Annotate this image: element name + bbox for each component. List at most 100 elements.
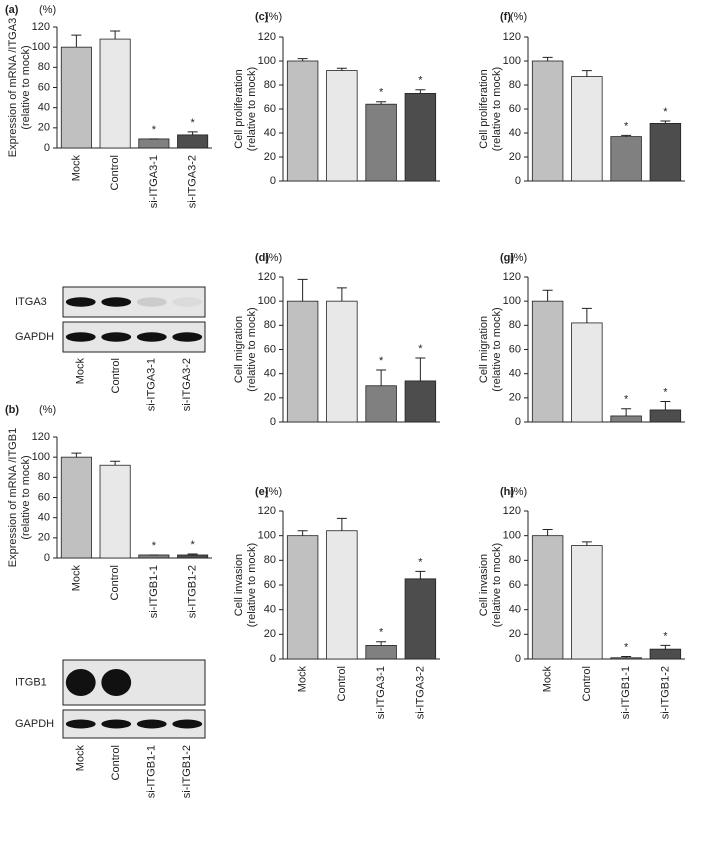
- error-bar: [187, 553, 198, 555]
- unit-label: (%): [39, 404, 56, 416]
- y-axis-label: Cell proliferation: [478, 69, 490, 148]
- error-bar: [581, 70, 592, 77]
- x-tick-label: si-ITGA3-1: [148, 155, 160, 208]
- y-axis-label: (relative to mock): [246, 67, 258, 151]
- significance: *: [624, 120, 629, 132]
- y-axis-label: (relative to mock): [491, 67, 503, 151]
- blot-band: [65, 669, 96, 696]
- blot-band: [65, 297, 96, 307]
- blot-lane-label: si-ITGA3-2: [181, 358, 193, 411]
- error-bar: [71, 34, 82, 48]
- significance: *: [379, 87, 384, 99]
- panel-label: (h): [500, 486, 514, 498]
- y-tick-label: 60: [264, 579, 276, 591]
- x-tick-label: Mock: [70, 155, 82, 182]
- bar: [177, 134, 209, 149]
- bar: [99, 38, 131, 149]
- y-tick-label: 60: [264, 343, 276, 355]
- error-bar: [297, 278, 308, 302]
- y-tick-label: 80: [38, 471, 50, 483]
- y-tick-label: 60: [38, 81, 50, 93]
- y-axis-label: Cell invasion: [478, 554, 490, 616]
- y-tick-label: 0: [44, 552, 50, 564]
- y-tick-label: 40: [38, 102, 50, 114]
- y-tick-label: 40: [264, 368, 276, 380]
- y-tick-label: 0: [270, 416, 276, 428]
- y-tick-label: 40: [264, 127, 276, 139]
- error-bar: [187, 131, 198, 135]
- bar: [610, 136, 642, 182]
- bar: [404, 578, 437, 660]
- y-tick-label: 100: [258, 55, 276, 67]
- significance: *: [624, 394, 629, 406]
- panel-label: (f): [500, 11, 511, 23]
- y-tick-label: 60: [264, 103, 276, 115]
- panel-label: (a): [5, 4, 19, 16]
- blot-band: [101, 669, 132, 696]
- bar: [649, 123, 682, 182]
- y-tick-label: 0: [270, 175, 276, 187]
- y-axis-label: Cell migration: [478, 316, 490, 383]
- y-tick-label: 100: [503, 530, 521, 542]
- error-bar: [336, 287, 347, 302]
- y-tick-label: 20: [509, 151, 521, 163]
- y-tick-label: 40: [509, 127, 521, 139]
- y-tick-label: 60: [509, 343, 521, 355]
- y-tick-label: 80: [38, 61, 50, 73]
- bar: [649, 648, 682, 660]
- y-tick-label: 0: [270, 653, 276, 665]
- x-tick-label: Control: [336, 666, 348, 701]
- y-axis-label: (relative to mock): [20, 455, 32, 539]
- y-tick-label: 100: [32, 451, 50, 463]
- panel-label: (g): [500, 252, 514, 264]
- significance: *: [624, 641, 629, 653]
- bar: [531, 60, 564, 182]
- bar: [404, 93, 437, 182]
- y-tick-label: 40: [509, 604, 521, 616]
- bar: [326, 300, 358, 423]
- y-tick-label: 100: [32, 41, 50, 53]
- bar: [60, 456, 92, 559]
- y-axis-label: (relative to mock): [491, 307, 503, 391]
- significance: *: [418, 556, 423, 568]
- error-bar: [336, 517, 347, 531]
- x-tick-label: Mock: [542, 666, 554, 693]
- y-tick-label: 60: [509, 579, 521, 591]
- error-bar: [110, 30, 121, 40]
- unit-label: (%): [265, 252, 282, 264]
- unit-label: (%): [510, 11, 527, 23]
- bar: [610, 415, 642, 423]
- panel-label: (d): [255, 252, 269, 264]
- y-tick-label: 100: [258, 530, 276, 542]
- bar: [610, 657, 642, 660]
- blot-lane-label: Mock: [75, 745, 87, 772]
- blot-band: [101, 719, 132, 729]
- error-bar: [336, 67, 347, 71]
- y-tick-label: 60: [38, 491, 50, 503]
- blot-row-label: ITGB1: [15, 676, 47, 688]
- x-tick-label: si-ITGA3-2: [414, 666, 426, 719]
- y-tick-label: 80: [509, 79, 521, 91]
- y-axis-label: Expression of mRNA /ITGA3: [7, 18, 19, 157]
- error-bar: [581, 541, 592, 546]
- unit-label: (%): [510, 486, 527, 498]
- blot-band: [136, 297, 167, 307]
- panel-label: (e): [255, 486, 269, 498]
- y-tick-label: 80: [264, 319, 276, 331]
- significance: *: [663, 106, 668, 118]
- y-tick-label: 40: [38, 512, 50, 524]
- x-tick-label: si-ITGB1-1: [620, 666, 632, 719]
- y-tick-label: 120: [503, 271, 521, 283]
- y-tick-label: 120: [32, 21, 50, 33]
- error-bar: [542, 529, 553, 536]
- y-tick-label: 120: [258, 271, 276, 283]
- y-tick-label: 80: [264, 554, 276, 566]
- x-tick-label: Control: [109, 565, 121, 600]
- y-tick-label: 0: [515, 416, 521, 428]
- error-bar: [376, 101, 387, 105]
- y-axis-label: (relative to mock): [246, 307, 258, 391]
- blot-row-label: GAPDH: [15, 718, 54, 730]
- bar: [286, 300, 319, 423]
- error-bar: [71, 452, 82, 458]
